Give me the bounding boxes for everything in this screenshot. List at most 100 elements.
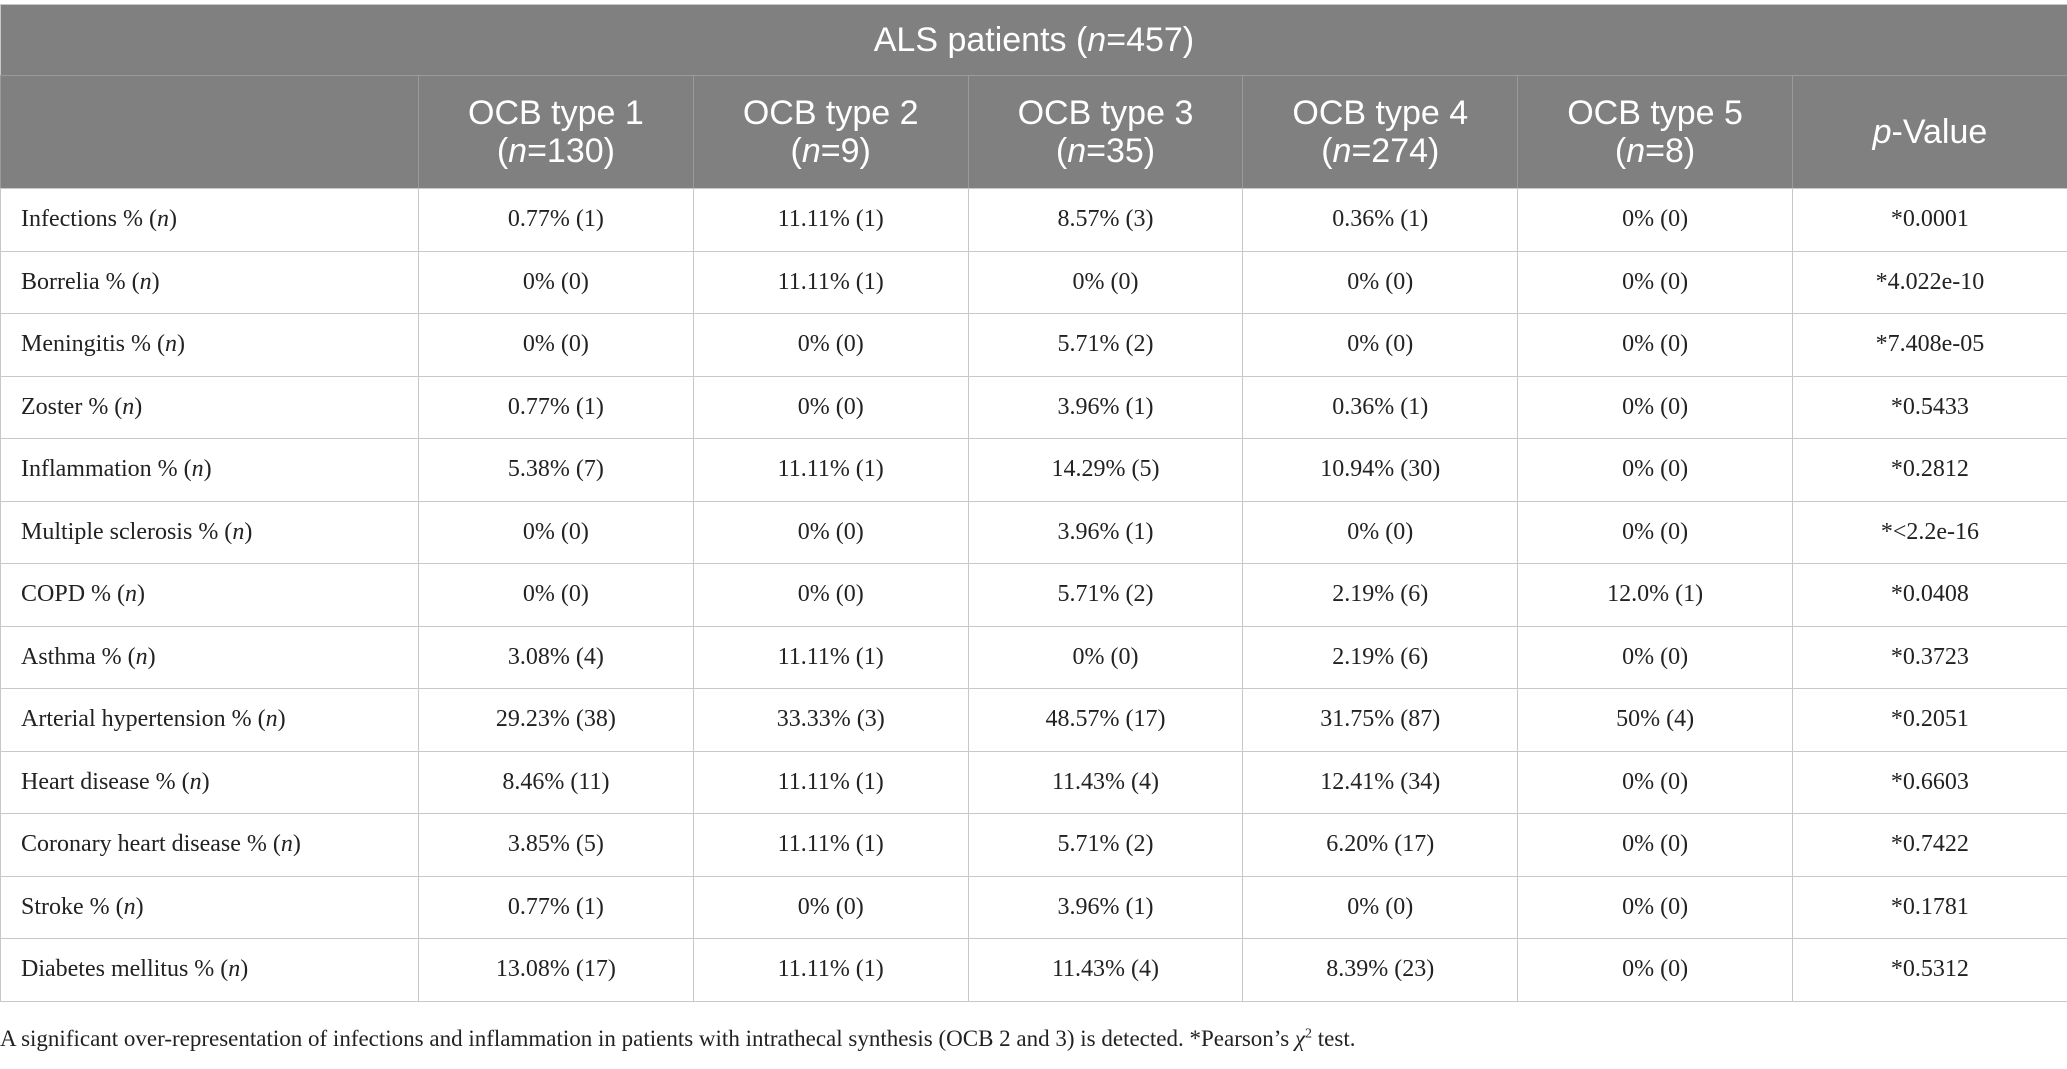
stub-header (0, 75, 419, 189)
value-cell: 0.77% (1) (418, 188, 694, 252)
value-cell: 10.94% (30) (1242, 438, 1519, 502)
row-label: Arterial hypertension % (n) (0, 688, 419, 752)
p-value-cell: *0.1781 (1791, 875, 2067, 939)
row-label: Heart disease % (n) (0, 750, 419, 814)
value-cell: 12.0% (1) (1517, 563, 1793, 627)
table-row: Infections % (n) 0.77% (1) 11.11% (1) 8.57%… (0, 188, 2067, 252)
p-value-cell: *0.3723 (1791, 625, 2067, 689)
value-cell: 2.19% (6) (1242, 625, 1519, 689)
value-cell: 3.85% (5) (418, 813, 694, 877)
value-cell: 3.96% (1) (967, 375, 1244, 439)
column-header-ocb-type-4: OCB type 4 (n=274) (1242, 75, 1519, 189)
row-label: Meningitis % (n) (0, 313, 419, 377)
value-cell: 11.43% (4) (967, 938, 1244, 1002)
value-cell: 11.43% (4) (967, 750, 1244, 814)
value-cell: 0.77% (1) (418, 375, 694, 439)
table-row: Asthma % (n) 3.08% (4) 11.11% (1) 0% (0) 2.1… (0, 625, 2067, 689)
table-body: Infections % (n) 0.77% (1) 11.11% (1) 8.57%… (0, 188, 2067, 1002)
value-cell: 0% (0) (1517, 375, 1793, 439)
value-cell: 50% (4) (1517, 688, 1793, 752)
value-cell: 0% (0) (1517, 188, 1793, 252)
row-label: Multiple sclerosis % (n) (0, 500, 419, 564)
table-row: Meningitis % (n) 0% (0) 0% (0) 5.71% (2) 0% … (0, 313, 2067, 377)
row-label: Coronary heart disease % (n) (0, 813, 419, 877)
value-cell: 0.36% (1) (1242, 188, 1519, 252)
table-row: Arterial hypertension % (n) 29.23% (38) 33… (0, 688, 2067, 752)
value-cell: 0% (0) (1242, 875, 1519, 939)
p-value-cell: *0.7422 (1791, 813, 2067, 877)
column-header-ocb-type-3: OCB type 3 (n=35) (967, 75, 1244, 189)
value-cell: 3.08% (4) (418, 625, 694, 689)
p-value-cell: *0.6603 (1791, 750, 2067, 814)
comorbidity-table: ALS patients (n=457) OCB type 1 (n=130) OC… (0, 4, 2067, 1002)
p-value-cell: *0.0001 (1791, 188, 2067, 252)
value-cell: 0% (0) (1517, 938, 1793, 1002)
value-cell: 0% (0) (967, 250, 1244, 314)
value-cell: 6.20% (17) (1242, 813, 1519, 877)
value-cell: 11.11% (1) (692, 438, 969, 502)
value-cell: 0% (0) (418, 313, 694, 377)
p-value-cell: *7.408e-05 (1791, 313, 2067, 377)
column-header-p-value: p-Value (1791, 75, 2067, 189)
value-cell: 11.11% (1) (692, 750, 969, 814)
value-cell: 0% (0) (967, 625, 1244, 689)
value-cell: 5.71% (2) (967, 313, 1244, 377)
value-cell: 0.36% (1) (1242, 375, 1519, 439)
value-cell: 0% (0) (1242, 313, 1519, 377)
row-label: Asthma % (n) (0, 625, 419, 689)
column-header-ocb-type-5: OCB type 5 (n=8) (1517, 75, 1793, 189)
table-title: ALS patients (n=457) (0, 4, 2067, 76)
value-cell: 8.39% (23) (1242, 938, 1519, 1002)
row-label: Infections % (n) (0, 188, 419, 252)
table-row: Heart disease % (n) 8.46% (11) 11.11% (1) 1… (0, 750, 2067, 814)
table-row: Diabetes mellitus % (n) 13.08% (17) 11.11%… (0, 938, 2067, 1002)
table-title-row: ALS patients (n=457) (0, 4, 2067, 76)
value-cell: 11.11% (1) (692, 813, 969, 877)
value-cell: 11.11% (1) (692, 625, 969, 689)
table-row: Borrelia % (n) 0% (0) 11.11% (1) 0% (0) 0% (… (0, 250, 2067, 314)
value-cell: 12.41% (34) (1242, 750, 1519, 814)
table-row: Stroke % (n) 0.77% (1) 0% (0) 3.96% (1) 0% (… (0, 875, 2067, 939)
value-cell: 3.96% (1) (967, 500, 1244, 564)
value-cell: 0% (0) (418, 563, 694, 627)
value-cell: 0% (0) (1242, 250, 1519, 314)
value-cell: 8.57% (3) (967, 188, 1244, 252)
column-header-row: OCB type 1 (n=130) OCB type 2 (n=9) OCB type… (0, 75, 2067, 189)
p-value-cell: *<2.2e-16 (1791, 500, 2067, 564)
value-cell: 0% (0) (692, 500, 969, 564)
value-cell: 0% (0) (1242, 500, 1519, 564)
row-label: COPD % (n) (0, 563, 419, 627)
value-cell: 5.71% (2) (967, 813, 1244, 877)
value-cell: 11.11% (1) (692, 250, 969, 314)
value-cell: 0% (0) (1517, 438, 1793, 502)
value-cell: 0% (0) (1517, 625, 1793, 689)
value-cell: 48.57% (17) (967, 688, 1244, 752)
value-cell: 2.19% (6) (1242, 563, 1519, 627)
p-value-cell: *0.0408 (1791, 563, 2067, 627)
table-footnote: A significant over-representation of inf… (0, 1026, 1356, 1051)
table-row: Multiple sclerosis % (n) 0% (0) 0% (0) 3.96… (0, 500, 2067, 564)
row-label: Diabetes mellitus % (n) (0, 938, 419, 1002)
column-header-ocb-type-2: OCB type 2 (n=9) (692, 75, 969, 189)
p-value-cell: *0.5433 (1791, 375, 2067, 439)
value-cell: 5.38% (7) (418, 438, 694, 502)
table-row: COPD % (n) 0% (0) 0% (0) 5.71% (2) 2.19% (6)… (0, 563, 2067, 627)
table-row: Coronary heart disease % (n) 3.85% (5) 11.… (0, 813, 2067, 877)
row-label: Zoster % (n) (0, 375, 419, 439)
value-cell: 0% (0) (692, 875, 969, 939)
p-value-cell: *0.2051 (1791, 688, 2067, 752)
value-cell: 8.46% (11) (418, 750, 694, 814)
table-container: ALS patients (n=457) OCB type 1 (n=130) OC… (0, 4, 2067, 1002)
value-cell: 0% (0) (1517, 813, 1793, 877)
value-cell: 0% (0) (418, 250, 694, 314)
value-cell: 0% (0) (692, 563, 969, 627)
value-cell: 0% (0) (692, 313, 969, 377)
table-row: Inflammation % (n) 5.38% (7) 11.11% (1) 14.… (0, 438, 2067, 502)
value-cell: 29.23% (38) (418, 688, 694, 752)
p-value-cell: *0.5312 (1791, 938, 2067, 1002)
value-cell: 0% (0) (1517, 750, 1793, 814)
p-value-cell: *4.022e-10 (1791, 250, 2067, 314)
value-cell: 3.96% (1) (967, 875, 1244, 939)
p-value-cell: *0.2812 (1791, 438, 2067, 502)
value-cell: 0% (0) (1517, 313, 1793, 377)
